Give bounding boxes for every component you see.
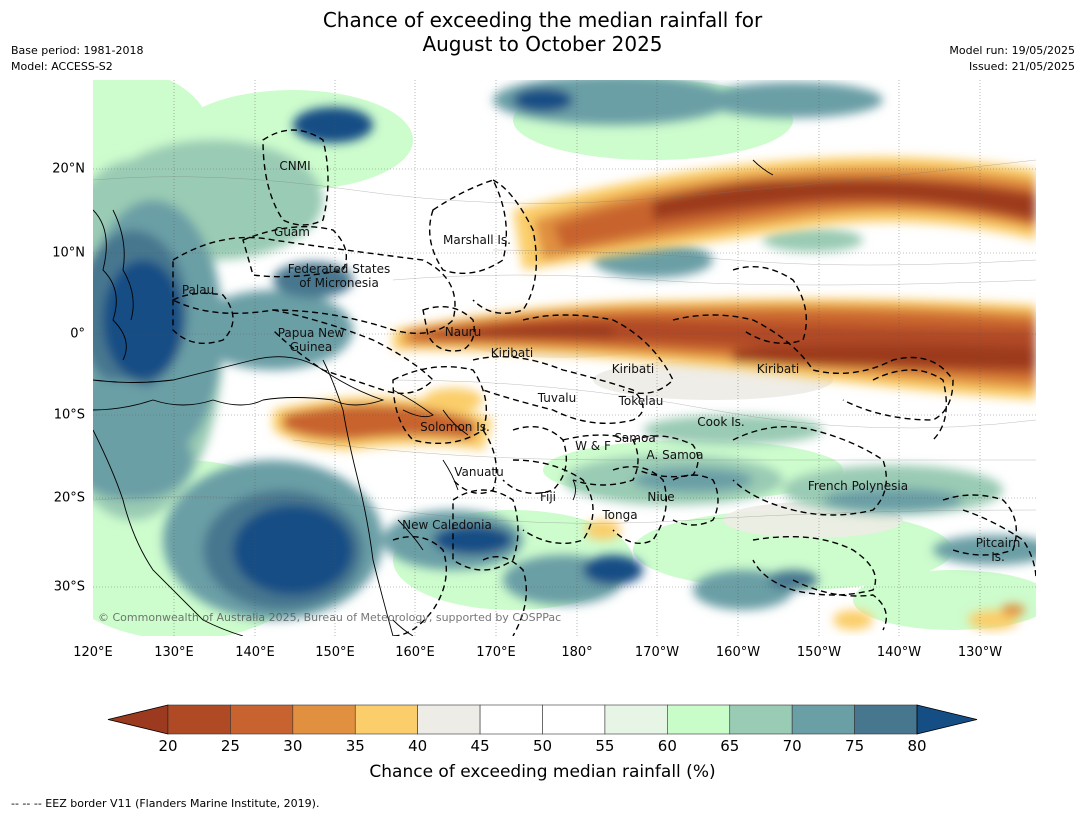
issued-date: Issued: 21/05/2025 xyxy=(968,60,1075,73)
region-label-tokelau: Tokelau xyxy=(618,394,664,408)
region-label-fsm-line1: Federated States xyxy=(288,262,390,276)
region-label-nauru: Nauru xyxy=(445,325,481,339)
region-label-cook-is: Cook Is. xyxy=(697,415,744,429)
colorbar-tick-label: 40 xyxy=(408,737,428,755)
colorbar-segment xyxy=(230,704,294,735)
x-tick-label: 140°E xyxy=(235,645,275,660)
x-tick-label: 160°W xyxy=(715,645,761,660)
region-label-niue: Niue xyxy=(647,490,674,504)
colorbar-segment xyxy=(292,704,356,735)
colorbar-tick-label: 60 xyxy=(657,737,677,755)
region-label-vanuatu: Vanuatu xyxy=(454,465,504,479)
region-label-tonga: Tonga xyxy=(601,508,637,522)
colorbar-segment xyxy=(479,704,543,735)
x-tick-label: 160°E xyxy=(395,645,435,660)
x-tick-label: 180° xyxy=(561,645,593,660)
x-tick-label: 120°E xyxy=(73,645,113,660)
model-run: Model run: 19/05/2025 xyxy=(949,44,1075,57)
colorbar-tick-label: 70 xyxy=(782,737,802,755)
colorbar-segment xyxy=(542,704,606,735)
eez-footnote: -- -- -- EEZ border V11 (Flanders Marine… xyxy=(11,797,320,810)
colorbar-segments xyxy=(107,704,978,735)
region-label-kiribati-central: Kiribati xyxy=(612,362,654,376)
x-tick-label: 130°W xyxy=(957,645,1003,660)
region-label-solomon-is: Solomon Is. xyxy=(420,420,490,434)
colorbar-segment xyxy=(667,704,731,735)
region-label-fsm-line2: of Micronesia xyxy=(299,276,379,290)
region-label-png-line2: Guinea xyxy=(290,340,333,354)
y-tick-label: 30°S xyxy=(53,579,85,595)
y-tick-label: 10°N xyxy=(52,245,85,261)
colorbar-extend-high xyxy=(916,704,978,735)
colorbar-tick-label: 65 xyxy=(720,737,740,755)
x-tick-label: 150°E xyxy=(315,645,355,660)
region-label-palau: Palau xyxy=(182,283,214,297)
x-tick-label: 130°E xyxy=(154,645,194,660)
colorbar-title: Chance of exceeding median rainfall (%) xyxy=(369,762,716,782)
region-labels: CNMI Guam Federated States of Micronesia… xyxy=(182,159,1020,564)
region-label-cnmi: CNMI xyxy=(279,159,310,173)
colorbar-tick-label: 45 xyxy=(470,737,490,755)
y-tick-label: 0° xyxy=(70,326,85,342)
region-label-marshall-is: Marshall Is. xyxy=(443,233,511,247)
colorbar-segment xyxy=(791,704,855,735)
copyright-credit: © Commonwealth of Australia 2025, Bureau… xyxy=(98,611,561,624)
y-tick-label: 20°S xyxy=(53,490,85,506)
colorbar-tick-label: 55 xyxy=(595,737,615,755)
colorbar-tick-label: 35 xyxy=(345,737,365,755)
colorbar-segment xyxy=(417,704,481,735)
colorbar-tick-label: 50 xyxy=(532,737,553,755)
rainfall-map: CNMI Guam Federated States of Micronesia… xyxy=(93,80,1036,636)
base-period: Base period: 1981-2018 xyxy=(11,44,144,57)
y-tick-label: 10°S xyxy=(53,407,85,423)
region-label-fiji: Fiji xyxy=(540,490,556,504)
colorbar-tick-label: 25 xyxy=(220,737,240,755)
region-label-french-polynesia: French Polynesia xyxy=(808,479,908,493)
colorbar-segment xyxy=(354,704,418,735)
colorbar-tick-label: 75 xyxy=(845,737,865,755)
colorbar-segment xyxy=(729,704,793,735)
region-label-tuvalu: Tuvalu xyxy=(537,391,577,405)
colorbar-tick-label: 80 xyxy=(907,737,927,755)
colorbar-segment xyxy=(604,704,668,735)
region-label-kiribati-east: Kiribati xyxy=(757,362,799,376)
region-label-pitcairn-line1: Pitcairn xyxy=(976,536,1021,550)
x-tick-label: 140°W xyxy=(876,645,922,660)
colorbar-extend-low xyxy=(107,704,169,735)
x-tick-label: 170°W xyxy=(634,645,680,660)
region-label-american-samoa: A. Samoa xyxy=(647,448,704,462)
y-tick-label: 20°N xyxy=(52,161,85,177)
colorbar-segment xyxy=(167,704,231,735)
region-label-png-line1: Papua New xyxy=(278,326,345,340)
map-title-line1: Chance of exceeding the median rainfall … xyxy=(322,8,763,32)
region-label-samoa: Samoa xyxy=(614,431,655,445)
model-name: Model: ACCESS-S2 xyxy=(11,60,113,73)
region-label-guam: Guam xyxy=(274,225,310,239)
eez-borders xyxy=(172,129,1036,636)
colorbar-tick-label: 30 xyxy=(283,737,303,755)
x-tick-label: 170°E xyxy=(476,645,516,660)
x-tick-label: 150°W xyxy=(796,645,842,660)
probability-field xyxy=(93,80,1036,636)
region-label-wallis-futuna: W & F xyxy=(575,439,611,453)
colorbar-segment xyxy=(854,704,918,735)
region-label-kiribati-west: Kiribati xyxy=(491,346,533,360)
region-label-new-caledonia: New Caledonia xyxy=(402,518,492,532)
colorbar-tick-label: 20 xyxy=(158,737,178,755)
region-label-pitcairn-line2: Is. xyxy=(991,550,1005,564)
map-title-line2: August to October 2025 xyxy=(422,32,663,56)
